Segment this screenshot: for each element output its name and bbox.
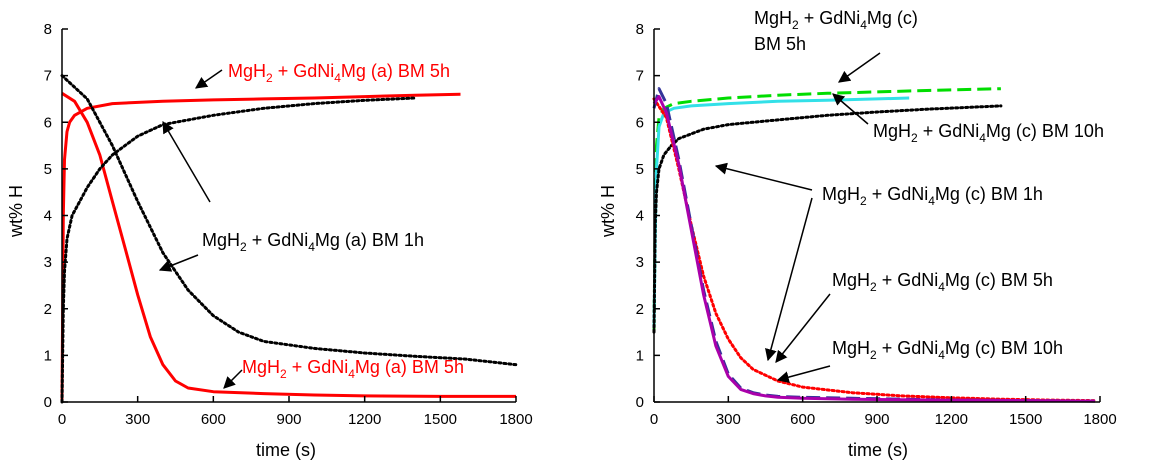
right-y-tick-label: 3: [636, 254, 644, 271]
left-y-tick-label: 0: [44, 394, 52, 411]
right-annotation-label-line2: BM 5h: [754, 34, 806, 54]
right-x-tick-label: 0: [650, 411, 658, 428]
left-y-tick-label: 1: [44, 347, 52, 364]
left-y-tick-label: 4: [44, 208, 52, 225]
left-annotation-label: MgH2 + GdNi4Mg (a) BM 5h: [242, 357, 464, 381]
right-y-tick-label: 2: [636, 301, 644, 318]
left-x-tick-label: 300: [125, 411, 150, 428]
left-y-tick-label: 6: [44, 114, 52, 131]
right-x-axis-label: time (s): [848, 440, 908, 460]
right-y-tick-label: 6: [636, 114, 644, 131]
right-annotation-label: MgH2 + GdNi4Mg (c) BM 10h: [832, 338, 1063, 362]
left-series-line-a_bm5h_abs: [60, 92, 461, 403]
right-annotation-arrow: [838, 52, 881, 83]
right-annotation-label: MgH2 + GdNi4Mg (c) BM 5h: [832, 270, 1053, 294]
left-annotations: MgH2 + GdNi4Mg (a) BM 5h MgH2 + GdNi4Mg (…: [158, 61, 464, 389]
left-x-axis-label: time (s): [256, 440, 316, 460]
right-x-tick-label: 900: [864, 411, 889, 428]
right-x-tick-label: 1500: [1009, 411, 1042, 428]
left-annotation-label: MgH2 + GdNi4Mg (a) BM 1h: [202, 230, 424, 254]
left-y-tick-label: 8: [44, 21, 52, 38]
left-series-line-a_bm5h_des: [61, 92, 516, 398]
right-y-tick-label: 8: [636, 21, 644, 38]
right-x-tick-label: 1200: [935, 411, 968, 428]
right-y-tick-label: 5: [636, 161, 644, 178]
left-x-tick-label: 900: [276, 411, 301, 428]
right-annotation-arrow: [776, 365, 831, 383]
left-x-tick-label: 600: [201, 411, 226, 428]
left-series-line-a_bm1h_abs: [60, 96, 417, 404]
right-annotation-arrow: [714, 162, 813, 191]
left-axes: 0 300 600 900 1200 1500 1800 0 1 2 3 4 5 6 7 8: [44, 21, 533, 428]
right-x-tick-label: 600: [790, 411, 815, 428]
left-series-line-a_bm1h_des: [60, 74, 518, 367]
right-y-tick-label: 7: [636, 68, 644, 85]
right-x-tick-label: 1800: [1083, 411, 1116, 428]
left-series-layer: [60, 74, 518, 404]
left-x-tick-label: 1500: [424, 411, 457, 428]
right-y-tick-label: 1: [636, 347, 644, 364]
left-x-tick-label: 1800: [499, 411, 532, 428]
right-annotation-label: MgH2 + GdNi4Mg (c) BM 10h: [873, 121, 1104, 145]
right-annotations: MgH2 + GdNi4Mg (c)BM 5h MgH2 + GdNi4Mg (c…: [714, 8, 1104, 383]
left-y-tick-label: 3: [44, 254, 52, 271]
right-series-line-c_bm10h_des: [652, 95, 1096, 403]
right-series-line-c_bm1h_abs: [652, 104, 1003, 334]
right-annotation-arrow: [832, 93, 869, 125]
left-annotation-label: MgH2 + GdNi4Mg (a) BM 5h: [228, 61, 450, 85]
left-annotation-arrow: [223, 369, 243, 389]
right-y-tick-label: 4: [636, 208, 644, 225]
left-y-axis-label: wt% H: [6, 185, 26, 238]
left-x-tick-label: 0: [58, 411, 66, 428]
chart-left: 0 300 600 900 1200 1500 1800 0 1 2 3 4 5 6 7 8 wt% H ti…: [6, 21, 533, 460]
right-y-tick-label: 0: [636, 394, 644, 411]
right-x-tick-label: 300: [716, 411, 741, 428]
right-y-axis-label: wt% H: [598, 185, 618, 238]
right-axes: 0 300 600 900 1200 1500 1800 0 1 2 3 4 5 6 7 8: [636, 21, 1117, 428]
chart-right: 0 300 600 900 1200 1500 1800 0 1 2 3 4 5 6 7 8 wt% H ti…: [598, 8, 1117, 460]
right-annotation-arrow: [775, 293, 831, 363]
right-annotation-label: MgH2 + GdNi4Mg (c) BM 1h: [822, 184, 1043, 208]
left-annotation-arrow: [158, 254, 199, 272]
right-annotation-arrow: [765, 197, 813, 362]
left-y-tick-label: 5: [44, 161, 52, 178]
right-annotation-label: MgH2 + GdNi4Mg (c): [754, 8, 918, 32]
left-annotation-arrow: [195, 69, 223, 89]
left-x-tick-label: 1200: [348, 411, 381, 428]
left-annotation-arrow: [162, 120, 211, 203]
left-y-tick-label: 7: [44, 68, 52, 85]
left-y-tick-label: 2: [44, 301, 52, 318]
